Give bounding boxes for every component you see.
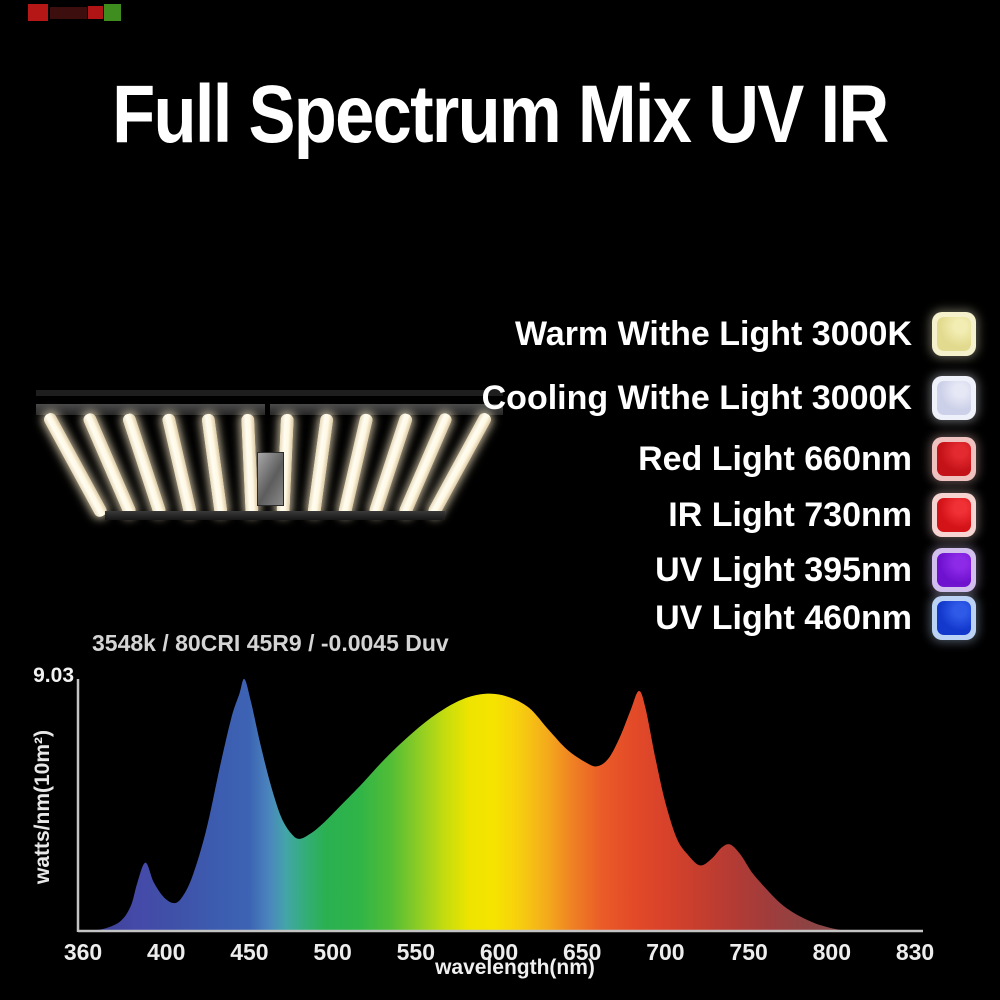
- red-square-2: [88, 6, 103, 19]
- red-square-1: [28, 4, 48, 21]
- legend-color-swatch: [932, 596, 976, 640]
- legend-row: UV Light 395nm: [655, 547, 976, 593]
- legend-row: Cooling Withe Light 3000K: [482, 375, 976, 421]
- legend-label: Warm Withe Light 3000K: [514, 314, 912, 353]
- x-tick-label: 650: [563, 939, 601, 965]
- legend-swatch-core: [937, 381, 971, 415]
- x-tick-label: 800: [813, 939, 851, 965]
- page-title-text: Full Spectrum Mix UV IR: [112, 69, 889, 160]
- legend-swatch-core: [937, 498, 971, 532]
- x-tick-label: 400: [147, 939, 185, 965]
- led-bar: [201, 413, 228, 517]
- led-bar: [241, 413, 259, 517]
- led-grow-light-fixture: [33, 388, 508, 528]
- green-square: [104, 4, 121, 21]
- led-bar: [161, 412, 198, 518]
- spectrum-area: [89, 678, 841, 931]
- x-axis-label: wavelength(nm): [435, 956, 595, 979]
- legend-swatch-core: [937, 317, 971, 351]
- x-tick-label: 750: [729, 939, 767, 965]
- y-max-label: 9.03: [33, 664, 74, 687]
- chart-title: 3548k / 80CRI 45R9 / -0.0045 Duv: [92, 630, 449, 656]
- page-title: Full Spectrum Mix UV IR: [0, 74, 1000, 172]
- legend-color-swatch: [932, 493, 976, 537]
- legend-row: UV Light 460nm: [655, 595, 976, 641]
- legend-label: Cooling Withe Light 3000K: [481, 378, 912, 417]
- legend-row: Red Light 660nm: [638, 436, 976, 482]
- driver-box: [257, 452, 284, 506]
- x-tick-label: 500: [313, 939, 351, 965]
- x-tick-label: 830: [896, 939, 934, 965]
- spectrum-chart: 360 400 450 500 550 600 650 700 750 800 830: [64, 678, 934, 965]
- fixture-top-frame: [36, 390, 503, 396]
- legend-color-swatch: [932, 312, 976, 356]
- x-tick-label: 700: [646, 939, 684, 965]
- led-bar: [337, 412, 374, 518]
- fixture-rail-gap: [265, 402, 270, 417]
- legend-label: IR Light 730nm: [668, 495, 912, 534]
- x-tick-label: 600: [480, 939, 518, 965]
- legend-color-swatch: [932, 376, 976, 420]
- x-tick-label: 360: [64, 939, 102, 965]
- y-axis-label: watts/nm(10m²): [31, 729, 54, 885]
- legend-label: UV Light 395nm: [655, 550, 912, 589]
- led-bar: [307, 413, 334, 517]
- legend-swatch-core: [937, 442, 971, 476]
- x-tick-label: 550: [397, 939, 435, 965]
- legend-row: Warm Withe Light 3000K: [515, 311, 976, 357]
- x-tick-label: 450: [230, 939, 268, 965]
- fixture-bottom-rail: [105, 511, 445, 520]
- legend-label: Red Light 660nm: [638, 439, 912, 478]
- legend-color-swatch: [932, 548, 976, 592]
- legend-swatch-core: [937, 601, 971, 635]
- dark-strip: [50, 7, 87, 19]
- legend-swatch-core: [937, 553, 971, 587]
- legend-row: IR Light 730nm: [668, 492, 976, 538]
- legend-label: UV Light 460nm: [655, 598, 912, 637]
- legend-color-swatch: [932, 437, 976, 481]
